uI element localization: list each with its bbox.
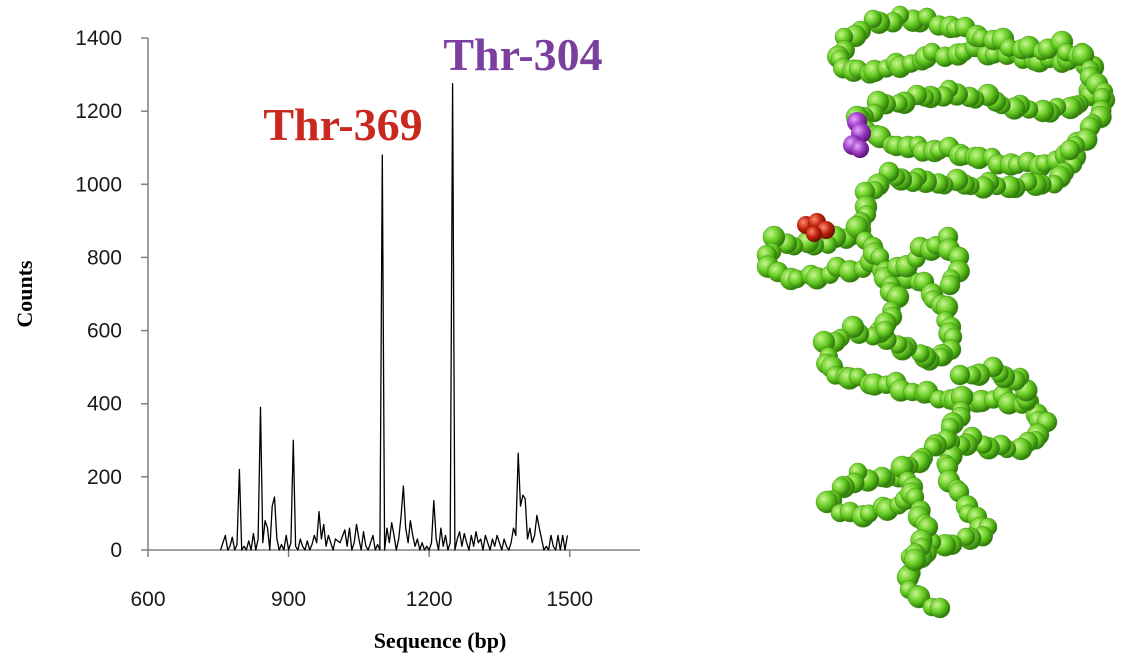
atom-sphere [1059,139,1081,161]
thr-304-residue [843,112,871,158]
y-tick-label: 600 [87,320,122,343]
x-axis-title: Sequence (bp) [374,628,507,653]
atom-sphere [949,364,971,386]
y-axis: 0 200 400 600 800 1000 1200 1400 [75,27,149,562]
x-axis: 600 900 1200 1500 [130,549,640,611]
atom-sphere [875,320,895,340]
atom-sphere [863,9,883,29]
protein-structure [756,5,1116,619]
thr-369-atom [806,226,822,242]
y-tick-label: 1000 [75,173,122,196]
y-axis-title: Counts [12,260,37,328]
y-tick-label: 800 [87,246,122,269]
counts-series-line [219,83,569,551]
atom-sphere [939,274,961,296]
thr-369-residue [797,213,835,242]
x-tick-labels: 600 900 1200 1500 [130,550,593,611]
y-tick-label: 400 [87,393,122,416]
protein-chain-spheres [756,5,1116,619]
chart: 0 200 400 600 800 1000 1200 1400 600 900 1200 1500… [12,27,640,653]
x-tick-label: 900 [271,588,306,611]
atom-sphere [903,548,927,572]
x-tick-label: 600 [130,588,165,611]
x-tick-label: 1500 [546,588,593,611]
x-tick-label: 1200 [406,588,453,611]
atom-sphere [815,490,839,514]
y-tick-label: 200 [87,466,122,489]
y-tick-label: 1200 [75,100,122,123]
y-tick-label: 0 [110,539,122,562]
thr-304-atom [851,140,869,158]
annotation-thr-304: Thr-304 [443,29,602,80]
y-tick-labels: 0 200 400 600 800 1000 1200 1400 [75,27,148,562]
y-tick-label: 1400 [75,27,122,50]
annotation-thr-369: Thr-369 [263,99,422,150]
atom-sphere [929,597,951,619]
